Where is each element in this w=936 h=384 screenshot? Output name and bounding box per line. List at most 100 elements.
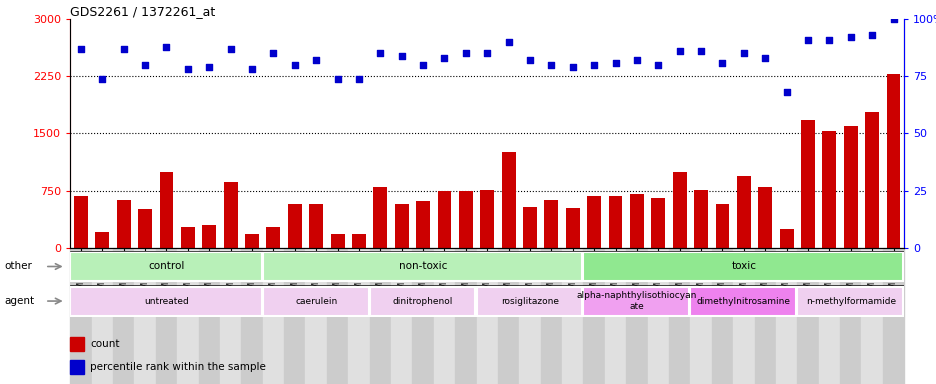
Bar [800,120,814,248]
Bar [583,252,902,281]
Bar [629,194,643,248]
Bar [92,248,113,384]
Bar [583,286,689,316]
Bar [625,248,647,384]
Bar [476,248,497,384]
Bar [668,248,690,384]
Point [607,60,622,66]
Bar [779,229,793,248]
Bar [181,227,195,248]
Bar [394,204,408,248]
Bar [818,248,840,384]
Text: control: control [148,262,184,271]
Point [586,62,601,68]
Bar [753,248,775,384]
Bar [138,209,152,248]
Bar [262,252,582,281]
Point [885,16,900,22]
Point [416,62,431,68]
Bar [822,131,836,248]
Bar [775,248,797,384]
Bar [860,248,882,384]
Bar [245,234,258,248]
Bar [155,248,177,384]
Bar [348,248,369,384]
Bar [134,248,155,384]
Point [799,37,814,43]
Text: other: other [5,262,33,271]
Bar [70,360,83,374]
Bar [736,176,750,248]
Text: dimethylnitrosamine: dimethylnitrosamine [696,296,790,306]
Bar [262,248,284,384]
Bar [583,248,605,384]
Bar [224,182,238,248]
Bar [694,190,708,248]
Point [223,46,238,52]
Bar [70,248,92,384]
Point [351,76,366,82]
Bar [262,286,368,316]
Bar [840,248,860,384]
Bar [369,286,475,316]
Bar [608,196,622,248]
Bar [651,198,665,248]
Point [479,50,494,56]
Bar [305,248,327,384]
Bar [437,191,451,248]
Point [201,64,216,70]
Bar [220,248,241,384]
Bar [390,248,412,384]
Bar [690,286,796,316]
Bar [864,112,878,248]
Bar [455,248,476,384]
Bar [885,74,899,248]
Bar [266,227,280,248]
Bar [565,208,579,248]
Bar [480,190,493,248]
Bar [412,248,433,384]
Point [329,76,344,82]
Point [671,48,686,54]
Point [651,62,665,68]
Point [564,64,579,70]
Bar [540,248,562,384]
Point [308,57,323,63]
Text: toxic: toxic [731,262,755,271]
Text: agent: agent [5,296,35,306]
Text: non-toxic: non-toxic [399,262,446,271]
Point [693,48,708,54]
Point [266,50,281,56]
Text: alpha-naphthylisothiocyan
ate: alpha-naphthylisothiocyan ate [577,291,696,311]
Text: count: count [90,339,120,349]
Point [436,55,451,61]
Bar [522,207,536,248]
Bar [117,200,130,248]
Bar [159,172,173,248]
Bar [330,234,344,248]
Point [714,60,729,66]
Bar [544,200,558,248]
Point [181,66,196,73]
Bar [711,248,732,384]
Bar [74,196,88,248]
Bar [373,187,387,248]
Text: n-methylformamide: n-methylformamide [805,296,895,306]
Point [864,32,879,38]
Point [394,53,409,59]
Bar [241,248,262,384]
Bar [605,248,625,384]
Bar [757,187,771,248]
Point [73,46,88,52]
Bar [416,201,430,248]
Bar [70,337,83,351]
Point [138,62,153,68]
Bar [672,172,686,248]
Bar [732,248,753,384]
Bar [459,190,473,248]
Bar [309,204,323,248]
Point [522,57,537,63]
Point [736,50,751,56]
Bar [70,286,261,316]
Point [842,35,857,41]
